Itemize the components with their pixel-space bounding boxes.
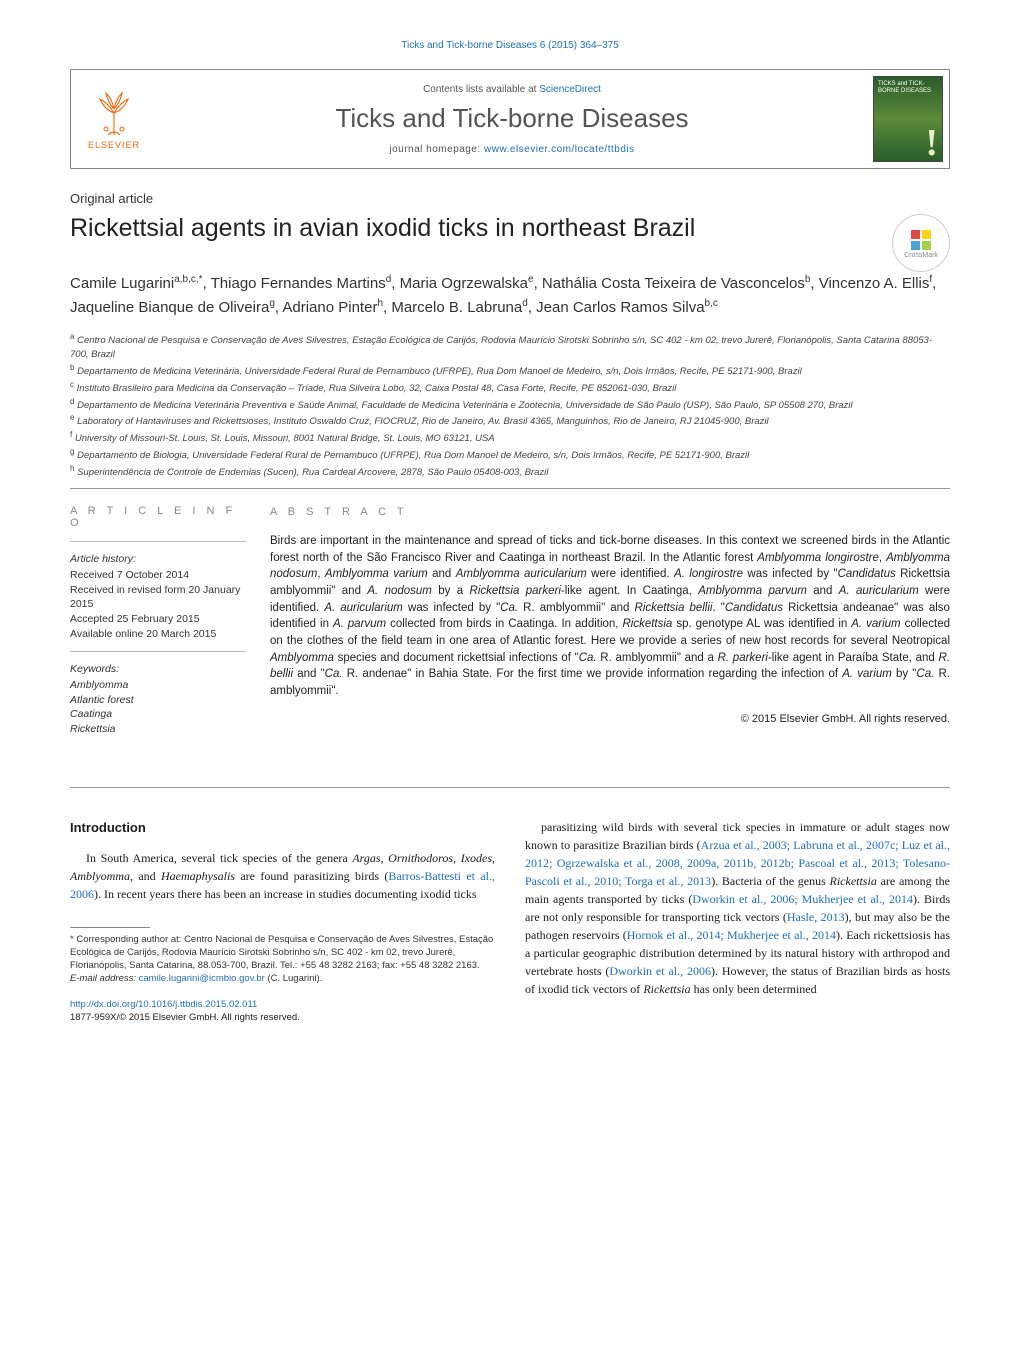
issn-copyright: 1877-959X/© 2015 Elsevier GmbH. All righ…: [70, 1012, 300, 1023]
authors-list: Camile Lugarinia,b,c,*, Thiago Fernandes…: [70, 272, 950, 319]
abstract-block: a b s t r a c t Birds are important in t…: [270, 505, 950, 747]
publisher-name: ELSEVIER: [88, 140, 140, 150]
affiliations-list: a Centro Nacional de Pesquisa e Conserva…: [70, 331, 950, 480]
affiliation-line: b Departamento de Medicina Veterinária, …: [70, 362, 950, 379]
crossmark-icon: [909, 228, 933, 252]
keywords-label: Keywords:: [70, 651, 246, 677]
journal-homepage-line: journal homepage: www.elsevier.com/locat…: [169, 144, 855, 155]
body-column-left: Introduction In South America, several t…: [70, 818, 495, 1025]
crossmark-badge[interactable]: CrossMark: [892, 214, 950, 272]
affiliation-line: h Superintendência de Controle de Endemi…: [70, 463, 950, 480]
abstract-heading: a b s t r a c t: [270, 505, 950, 521]
cover-exclamation-icon: !: [878, 130, 938, 157]
affiliation-line: f University of Missouri-St. Louis, St. …: [70, 429, 950, 446]
affiliation-line: e Laboratory of Hantaviruses and Rickett…: [70, 412, 950, 429]
abstract-copyright: © 2015 Elsevier GmbH. All rights reserve…: [270, 712, 950, 728]
cover-title: TICKS and TICK-BORNE DISEASES: [878, 81, 938, 94]
footnote-rule: [70, 927, 150, 928]
contents-prefix: Contents lists available at: [423, 84, 539, 95]
corresponding-email-link[interactable]: camile.lugarini@icmbio.gov.br: [139, 973, 265, 984]
affiliation-line: d Departamento de Medicina Veterinária P…: [70, 396, 950, 413]
article-type: Original article: [70, 191, 950, 206]
keyword-line: Rickettsia: [70, 722, 246, 737]
email-footnote: E-mail address: camile.lugarini@icmbio.g…: [70, 973, 495, 986]
affiliation-line: g Departamento de Biologia, Universidade…: [70, 446, 950, 463]
keyword-line: Amblyomma: [70, 678, 246, 693]
affiliation-line: c Instituto Brasileiro para Medicina da …: [70, 379, 950, 396]
body-column-right: parasitizing wild birds with several tic…: [525, 818, 950, 1025]
keyword-line: Atlantic forest: [70, 693, 246, 708]
journal-cover-thumb: TICKS and TICK-BORNE DISEASES !: [867, 70, 949, 168]
article-info-heading: a r t i c l e i n f o: [70, 505, 246, 529]
history-label: Article history:: [70, 541, 246, 567]
history-line: Received 7 October 2014: [70, 568, 246, 583]
intro-paragraph-left: In South America, several tick species o…: [70, 849, 495, 903]
publisher-logo-block: ELSEVIER: [71, 70, 157, 168]
corresponding-author-footnote: * Corresponding author at: Centro Nacion…: [70, 934, 495, 972]
history-line: Available online 20 March 2015: [70, 627, 246, 642]
history-line: Accepted 25 February 2015: [70, 612, 246, 627]
sciencedirect-link[interactable]: ScienceDirect: [539, 84, 601, 95]
article-info-block: a r t i c l e i n f o Article history: R…: [70, 505, 270, 747]
contents-lists-line: Contents lists available at ScienceDirec…: [169, 84, 855, 95]
abstract-body: Birds are important in the maintenance a…: [270, 533, 950, 700]
journal-masthead: ELSEVIER Contents lists available at Sci…: [70, 69, 950, 169]
article-title: Rickettsial agents in avian ixodid ticks…: [70, 214, 880, 243]
history-line: Received in revised form 20 January 2015: [70, 583, 246, 612]
elsevier-tree-icon: [94, 89, 134, 137]
running-header: Ticks and Tick-borne Diseases 6 (2015) 3…: [70, 40, 950, 51]
masthead-center: Contents lists available at ScienceDirec…: [157, 76, 867, 163]
email-suffix: (C. Lugarini).: [265, 973, 323, 984]
affiliation-line: a Centro Nacional de Pesquisa e Conserva…: [70, 331, 950, 362]
crossmark-label: CrossMark: [904, 252, 938, 259]
doi-link[interactable]: http://dx.doi.org/10.1016/j.ttbdis.2015.…: [70, 999, 257, 1010]
journal-homepage-link[interactable]: www.elsevier.com/locate/ttbdis: [484, 144, 635, 155]
homepage-prefix: journal homepage:: [389, 144, 484, 155]
email-prefix: E-mail address:: [70, 973, 139, 984]
intro-paragraph-right: parasitizing wild birds with several tic…: [525, 818, 950, 998]
doi-block: http://dx.doi.org/10.1016/j.ttbdis.2015.…: [70, 999, 495, 1025]
journal-name: Ticks and Tick-borne Diseases: [169, 103, 855, 134]
keyword-line: Caatinga: [70, 707, 246, 722]
introduction-heading: Introduction: [70, 818, 495, 838]
